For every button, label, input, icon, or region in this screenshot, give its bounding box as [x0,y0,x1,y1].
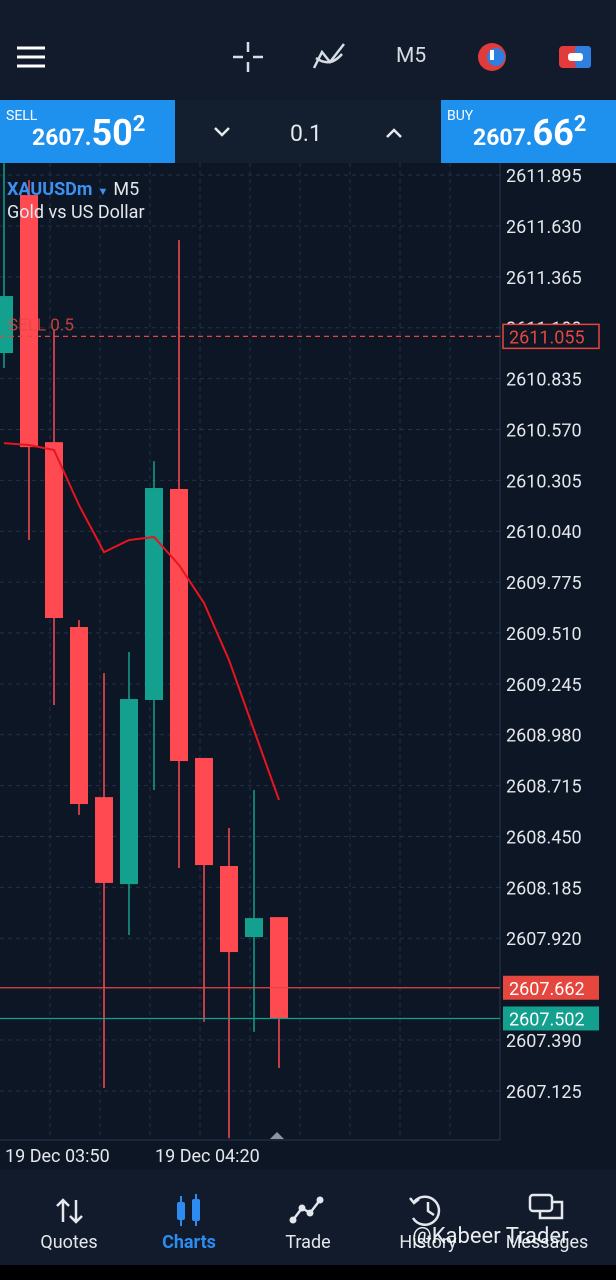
y-tick-label: 2610.570 [506,420,582,441]
symbol-description: Gold vs US Dollar [7,202,145,223]
symbol-timeframe: M5 [113,179,139,200]
toolbar-icons [17,42,591,72]
volume-up[interactable] [386,128,402,138]
trade-icon [289,1196,324,1224]
price-main: 2607. [32,124,92,151]
candle-body [220,866,238,953]
price-big: 66 [532,112,574,154]
order-label: SELL 0.5 [8,315,74,335]
candle-body [195,757,213,866]
history-mode-button[interactable] [478,43,506,71]
price-label-box [503,1006,599,1031]
quotes-icon [56,1198,83,1224]
price-label: 2607.662 [509,979,585,1000]
indicators-button[interactable] [312,43,345,69]
y-tick-label: 2608.185 [506,878,582,899]
crosshair-button[interactable] [233,42,263,72]
price-sup: 2 [132,112,146,137]
system-bar [0,1265,616,1280]
symbol: XAUUSDm ▼ M5 [7,179,139,200]
price-main: 2607. [473,124,533,151]
y-tick-label: 2609.510 [506,624,582,645]
y-tick-label: 2610.040 [506,522,582,543]
candle-body [170,488,188,762]
price-sup: 2 [573,112,587,137]
account-button[interactable] [559,46,591,68]
y-tick-label: 2607.920 [506,929,582,950]
candle-body [95,797,113,883]
price-label: 2607.502 [509,1009,585,1030]
charts-icon [177,1194,200,1226]
trade-row: SELL 2607.502 0.1 BUY 2607.662 [0,100,616,163]
history-icon [409,1195,441,1226]
sell-button[interactable]: SELL 2607.502 [0,100,175,163]
nav-quotes[interactable]: Quotes [40,1232,98,1253]
top-toolbar: M5 [0,0,616,100]
price-label: 2611.055 [509,327,585,348]
sell-label: SELL [6,108,38,124]
volume[interactable]: 0.1 [290,120,322,147]
scroll-marker [270,1132,284,1139]
candle-body [45,442,63,618]
candle-body [120,699,138,885]
symbol-dropdown: ▼ [97,185,108,198]
y-tick-label: 2611.630 [506,217,582,238]
y-tick-label: 2608.450 [506,827,582,848]
buy-price: 2607.662 [473,112,586,154]
y-tick-label: 2608.715 [506,777,582,798]
y-tick-label: 2607.125 [506,1082,582,1103]
y-tick-label: 2611.895 [506,166,582,187]
x-tick-label: 19 Dec 03:50 [5,1146,110,1167]
sell-price: 2607.502 [32,112,145,154]
candle-body [20,195,38,448]
price-label-box [503,975,599,1000]
candle-body [70,627,88,805]
symbol-name: XAUUSDm [7,179,92,200]
candle-body [245,918,263,938]
x-tick-label: 19 Dec 04:20 [155,1146,260,1167]
messages-icon [528,1193,564,1220]
watermark: @Kabeer Trader [412,1224,569,1249]
nav-messages[interactable]: Messages [505,1232,589,1253]
price-big: 50 [91,112,133,154]
bottom-nav: Quotes Charts Trade History Messages [0,1170,616,1265]
volume-down[interactable] [214,127,230,137]
price-label-box [502,323,600,350]
buy-label: BUY [447,108,474,124]
y-tick-label: 2610.835 [506,370,582,391]
nav-trade[interactable]: Trade [285,1232,331,1253]
buy-button[interactable]: BUY 2607.662 [441,100,616,163]
moving-average [3,442,280,801]
nav-history[interactable]: History [399,1232,457,1253]
y-tick-label: 2611.365 [506,268,582,289]
candle-body [145,488,163,700]
y-tick-label: 2610.305 [506,471,582,492]
chart: 2611.8952611.6302611.3652611.1002610.835… [0,163,616,1170]
timeframe-button[interactable]: M5 [396,44,427,68]
nav-icons [56,1193,564,1226]
y-tick-label: 2609.775 [506,573,582,594]
nav-charts[interactable]: Charts [162,1232,216,1253]
y-tick-label: 2608.980 [506,726,582,747]
candle-body [270,917,288,1019]
menu-button[interactable] [17,46,45,68]
candle-body [0,296,13,354]
y-tick-label: 2607.390 [506,1031,582,1052]
y-tick-label: 2609.245 [506,675,582,696]
